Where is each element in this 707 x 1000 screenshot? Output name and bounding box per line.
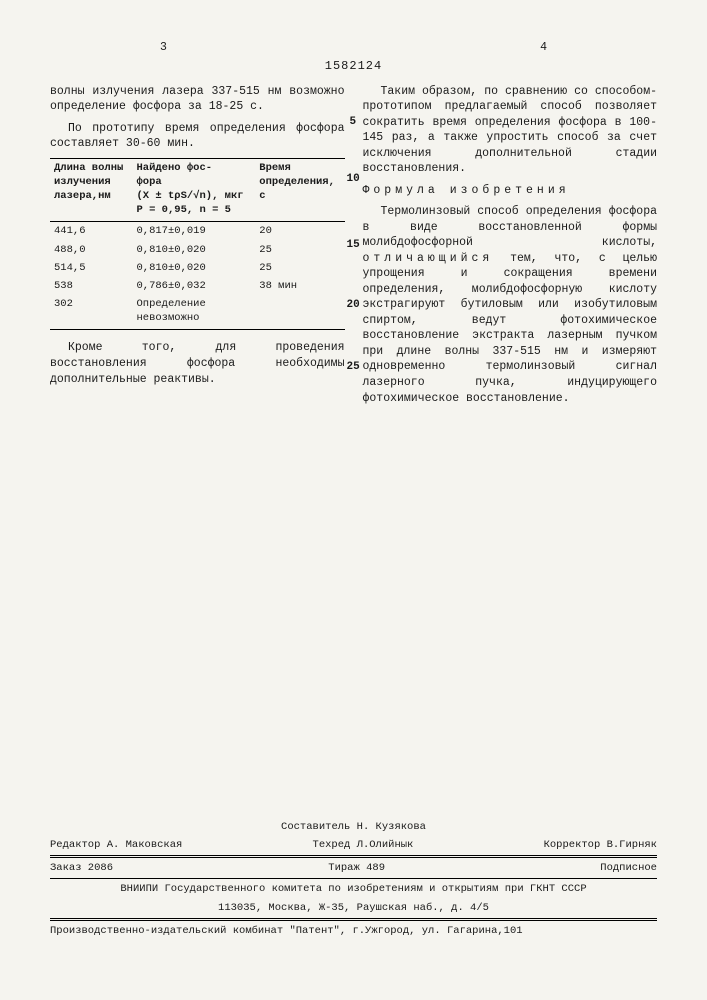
line-marker: 20 bbox=[347, 298, 360, 313]
claim: Термолинзовый способ определения фосфора… bbox=[363, 204, 658, 406]
line-marker: 25 bbox=[347, 360, 360, 375]
editor: Редактор А. Маковская bbox=[50, 838, 182, 852]
corrector: Корректор В.Гирняк bbox=[544, 838, 657, 852]
th-wavelength: Длина волны излучения лазера,нм bbox=[50, 158, 132, 222]
org-addr: 113035, Москва, Ж-35, Раушская наб., д. … bbox=[50, 899, 657, 917]
order: Заказ 2086 bbox=[50, 861, 113, 875]
tirazh: Тираж 489 bbox=[328, 861, 385, 875]
para: Кроме того, для проведения восстановлени… bbox=[50, 340, 345, 387]
para: волны излучения лазера 337-515 нм возмож… bbox=[50, 84, 345, 115]
data-table: Длина волны излучения лазера,нм Найдено … bbox=[50, 158, 345, 331]
table-row: 488,00,810±0,02025 bbox=[50, 241, 345, 259]
footer: Составитель Н. Кузякова Редактор А. Мако… bbox=[50, 818, 657, 940]
compiler: Составитель Н. Кузякова bbox=[50, 818, 657, 836]
table-row: 514,50,810±0,02025 bbox=[50, 259, 345, 277]
formula-title: Формула изобретения bbox=[363, 183, 658, 199]
line-marker: 5 bbox=[350, 115, 357, 130]
th-found: Найдено фос- фора (X ± tρS/√n), мкг P = … bbox=[132, 158, 255, 222]
org-print: Производственно-издательский комбинат "П… bbox=[50, 922, 657, 940]
line-marker: 15 bbox=[347, 238, 360, 253]
doc-number: 1582124 bbox=[50, 58, 657, 74]
page-numbers: 3 4 bbox=[50, 40, 657, 56]
table-row: 441,60,817±0,01920 bbox=[50, 222, 345, 241]
line-marker: 10 bbox=[347, 172, 360, 187]
page-left: 3 bbox=[160, 40, 167, 56]
para: Таким образом, по сравнению со способом-… bbox=[363, 84, 658, 177]
th-time: Время определения, с bbox=[255, 158, 344, 222]
page-right: 4 bbox=[540, 40, 547, 56]
table-row: 302Определениеневозможно bbox=[50, 295, 345, 330]
right-column: Таким образом, по сравнению со способом-… bbox=[363, 84, 658, 412]
org: ВНИИПИ Государственного комитета по изоб… bbox=[50, 880, 657, 898]
left-column: волны излучения лазера 337-515 нм возмож… bbox=[50, 84, 345, 412]
techred: Техред Л.Олийнык bbox=[313, 838, 414, 852]
subscribed: Подписное bbox=[600, 861, 657, 875]
table-row: 5380,786±0,03238 мин bbox=[50, 277, 345, 295]
para: По прототипу время определения фосфора с… bbox=[50, 121, 345, 152]
